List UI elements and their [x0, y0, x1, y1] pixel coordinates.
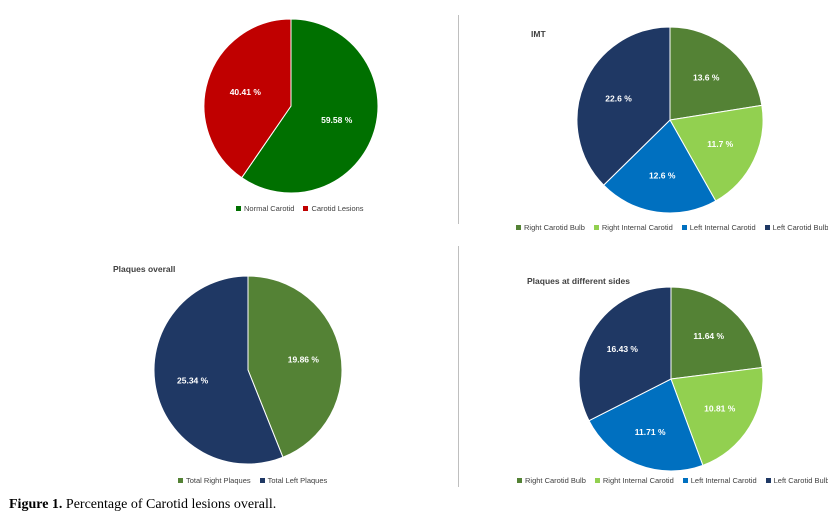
chart-title-plaques-overall: Plaques overall: [113, 264, 176, 274]
pie-slice-right-internal-carotid: [669, 104, 764, 202]
pie-slice-left-carotid-bulb: [578, 286, 672, 422]
legend-item-right-internal-carotid: Right Internal Carotid: [593, 223, 673, 232]
legend-swatch: [517, 478, 522, 483]
legend-carotid-overall: Normal Carotid Carotid Lesions: [236, 204, 364, 213]
legend-item-right-carotid-bulb: Right Carotid Bulb: [517, 476, 586, 485]
legend-label: Left Internal Carotid: [690, 476, 757, 485]
pie-slice-normal-carotid: [241, 18, 379, 194]
legend-item-left-carotid-bulb: Left Carotid Bulb: [764, 223, 828, 232]
legend-label: Right Carotid Bulb: [525, 476, 586, 485]
legend-swatch: [594, 478, 600, 483]
legend-swatch: [303, 206, 309, 211]
legend-label: Carotid Lesions: [311, 204, 364, 213]
pie-slice-left-carotid-bulb: [576, 26, 671, 186]
legend-plaques-sides: Right Carotid Bulb Right Internal Carotid…: [517, 476, 828, 485]
legend-plaques-overall: Total Right Plaques Total Left Plaques: [178, 476, 327, 485]
legend-label: Right Carotid Bulb: [524, 223, 585, 232]
legend-item-carotid-lesions: Carotid Lesions: [303, 204, 364, 213]
legend-label: Right Internal Carotid: [601, 223, 673, 232]
pie-slice-right-carotid-bulb: [669, 26, 763, 121]
legend-swatch: [593, 225, 599, 230]
legend-swatch: [682, 478, 688, 483]
legend-label: Total Left Plaques: [267, 476, 328, 485]
legend-item-left-internal-carotid: Left Internal Carotid: [682, 476, 757, 485]
data-label-normal-carotid: 59.58 %: [321, 115, 353, 125]
legend-imt: Right Carotid Bulb Right Internal Carotid…: [516, 223, 828, 232]
vertical-divider-top: [458, 15, 459, 224]
data-label-right-internal-carotid: 11.7 %: [707, 139, 733, 149]
data-label-total-right-plaques: 19.86 %: [288, 354, 320, 364]
legend-swatch: [259, 478, 265, 483]
legend-swatch: [236, 206, 241, 211]
pie-slice-total-left-plaques: [153, 275, 284, 465]
figure-caption-text: Percentage of Carotid lesions overall.: [62, 497, 277, 512]
legend-label: Normal Carotid: [244, 204, 295, 213]
legend-label: Left Carotid Bulb: [773, 476, 828, 485]
data-label-right-internal-carotid: 10.81 %: [704, 404, 736, 414]
legend-item-right-internal-carotid: Right Internal Carotid: [594, 476, 674, 485]
pie-slice-left-internal-carotid: [588, 378, 704, 472]
legend-item-right-carotid-bulb: Right Carotid Bulb: [516, 223, 585, 232]
chart-title-imt: IMT: [531, 29, 546, 39]
pie-slice-total-right-plaques: [247, 275, 343, 458]
data-label-carotid-lesions: 40.41 %: [230, 87, 262, 97]
figure-caption-prefix: Figure 1.: [9, 497, 63, 512]
data-label-right-carotid-bulb: 11.64 %: [693, 331, 724, 341]
data-label-left-carotid-bulb: 22.6 %: [605, 93, 632, 103]
legend-label: Left Internal Carotid: [689, 223, 756, 232]
legend-swatch: [681, 225, 687, 230]
data-label-total-left-plaques: 25.34 %: [177, 376, 209, 386]
legend-label: Left Carotid Bulb: [772, 223, 828, 232]
data-label-left-carotid-bulb: 16.43 %: [607, 344, 639, 354]
data-label-left-internal-carotid: 12.6 %: [649, 170, 676, 180]
chart-title-plaques-sides: Plaques at different sides: [527, 276, 630, 286]
legend-item-left-internal-carotid: Left Internal Carotid: [681, 223, 756, 232]
legend-label: Right Internal Carotid: [602, 476, 674, 485]
legend-item-total-left-plaques: Total Left Plaques: [259, 476, 328, 485]
legend-swatch: [178, 478, 183, 483]
figure-caption: Figure 1. Percentage of Carotid lesions …: [9, 497, 276, 513]
vertical-divider-bottom: [458, 246, 459, 487]
legend-swatch: [764, 225, 770, 230]
data-label-left-internal-carotid: 11.71 %: [635, 427, 666, 437]
legend-swatch: [765, 478, 771, 483]
legend-item-total-right-plaques: Total Right Plaques: [178, 476, 251, 485]
pie-slice-carotid-lesions: [203, 18, 292, 179]
pie-slice-right-carotid-bulb: [670, 286, 763, 380]
legend-item-normal-carotid: Normal Carotid: [236, 204, 294, 213]
legend-swatch: [516, 225, 521, 230]
legend-label: Total Right Plaques: [186, 476, 251, 485]
data-label-right-carotid-bulb: 13.6 %: [693, 73, 720, 83]
pie-slice-left-internal-carotid: [602, 119, 717, 214]
legend-item-left-carotid-bulb: Left Carotid Bulb: [765, 476, 828, 485]
